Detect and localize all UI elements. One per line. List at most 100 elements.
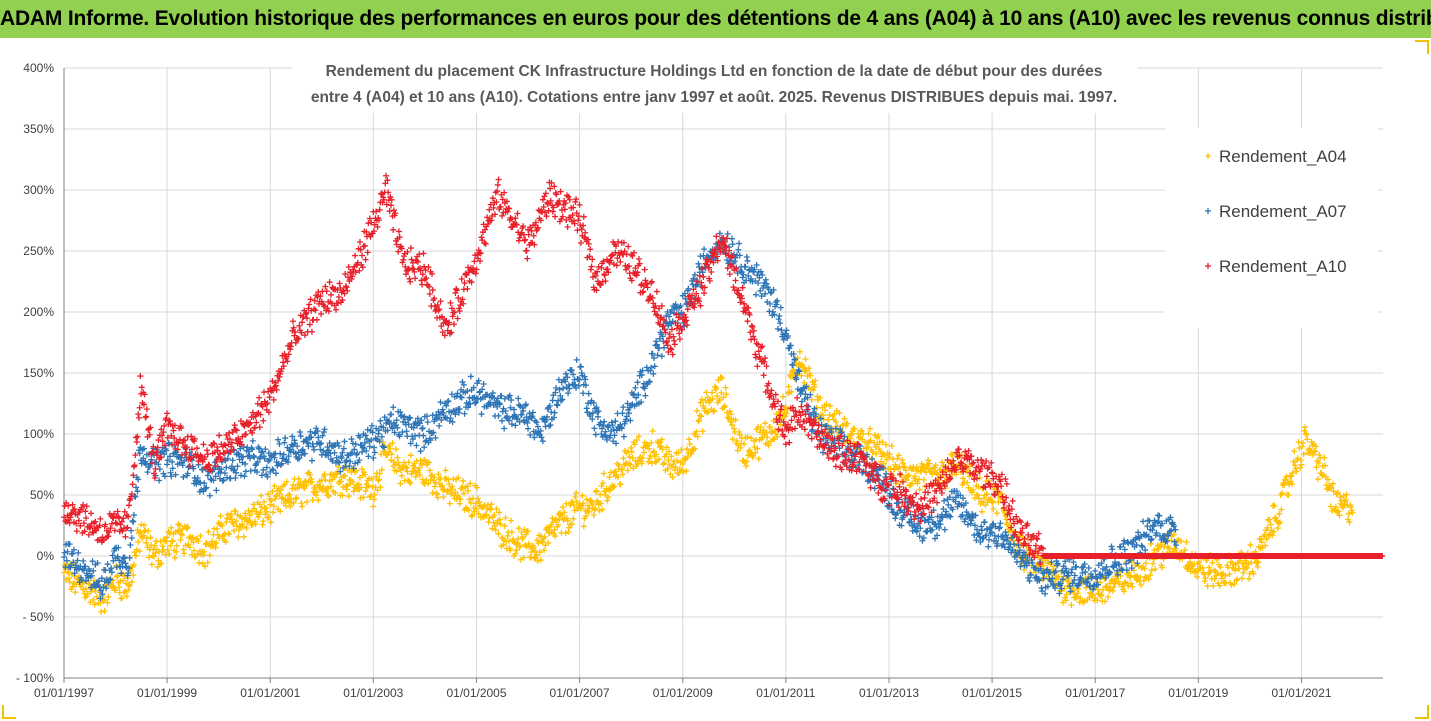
series-rendement-a04-point: [362, 488, 369, 495]
series-rendement-a04-point: [1290, 458, 1297, 465]
series-rendement-a07-point: [108, 569, 115, 576]
series-rendement-a04-point: [235, 534, 242, 541]
series-rendement-a04-point: [201, 548, 208, 555]
series-rendement-a04-point: [718, 389, 725, 396]
series-rendement-a07-point: [648, 364, 655, 371]
series-rendement-a04-point: [1276, 519, 1283, 526]
series-rendement-a10-point: [455, 294, 462, 301]
series-rendement-a07-point: [424, 419, 431, 426]
series-rendement-a07-point: [1138, 542, 1145, 549]
series-rendement-a04-point: [242, 514, 249, 521]
series-rendement-a04-point: [250, 501, 257, 508]
series-rendement-a07-point: [699, 269, 706, 276]
series-rendement-a04-point: [339, 492, 346, 499]
series-rendement-a07-point: [307, 428, 314, 435]
series-rendement-a07-point: [64, 548, 71, 555]
series-rendement-a04-point: [541, 547, 548, 554]
series-rendement-a10-point: [489, 195, 496, 202]
series-rendement-a04-point: [418, 460, 425, 467]
series-rendement-a04-point: [533, 551, 540, 558]
series-rendement-a04-point: [974, 492, 981, 499]
series-rendement-a04-point: [268, 497, 275, 504]
series-rendement-a04-point: [1316, 451, 1323, 458]
series-rendement-a10-point: [522, 236, 529, 243]
series-rendement-a10-point: [805, 432, 812, 439]
series-rendement-a07-point: [1078, 564, 1085, 571]
series-rendement-a04-point: [125, 581, 132, 588]
series-rendement-a10-point: [142, 414, 149, 421]
series-rendement-a04-point: [629, 454, 636, 461]
series-rendement-a04-point: [212, 544, 219, 551]
series-rendement-a04-point: [320, 483, 327, 490]
series-rendement-a04-point: [865, 430, 872, 437]
series-rendement-a10-point: [573, 196, 580, 203]
series-rendement-a07-point: [807, 391, 814, 398]
series-rendement-a04-point: [554, 521, 561, 528]
series-rendement-a04-point: [964, 479, 971, 486]
series-rendement-a04-point: [553, 517, 560, 524]
series-rendement-a07-point: [228, 463, 235, 470]
series-rendement-a04-point: [276, 490, 283, 497]
series-rendement-a04-point: [148, 561, 155, 568]
series-rendement-a04-point: [1255, 559, 1262, 566]
series-rendement-a04-point: [1036, 560, 1043, 567]
series-rendement-a04-point: [871, 439, 878, 446]
series-rendement-a04-point: [1062, 597, 1069, 604]
series-rendement-a04-point: [301, 479, 308, 486]
series-rendement-a07-point: [204, 472, 211, 479]
series-rendement-a10-point: [313, 316, 320, 323]
series-rendement-a04-point: [592, 505, 599, 512]
series-rendement-a07-point: [256, 445, 263, 452]
series-rendement-a04-point: [1262, 542, 1269, 549]
series-rendement-a04-point: [1292, 465, 1299, 472]
y-tick-label: 0%: [37, 549, 55, 563]
series-rendement-a04-point: [524, 528, 531, 535]
series-rendement-a07-point: [401, 413, 408, 420]
series-rendement-a04-point: [800, 364, 807, 371]
x-tick-label: 01/01/2001: [240, 686, 300, 700]
series-rendement-a07-point: [301, 450, 308, 457]
series-rendement-a07-point: [394, 424, 401, 431]
series-rendement-a10-point: [671, 341, 678, 348]
series-rendement-a10-point: [280, 359, 287, 366]
series-rendement-a04-point: [357, 495, 364, 502]
series-rendement-a04-point: [638, 460, 645, 467]
series-rendement-a04-point: [1343, 491, 1350, 498]
series-rendement-a04-point: [1196, 559, 1203, 566]
series-rendement-a04-point: [488, 501, 495, 508]
series-rendement-a07-point: [724, 230, 731, 237]
series-rendement-a07-point: [960, 495, 967, 502]
series-rendement-a04-point: [1121, 588, 1128, 595]
series-rendement-a04-point: [605, 493, 612, 500]
series-rendement-a04-point: [457, 496, 464, 503]
series-rendement-a10-point: [744, 318, 751, 325]
series-rendement-a07-point: [978, 527, 985, 534]
series-rendement-a04-point: [122, 588, 129, 595]
series-rendement-a04-point: [1216, 582, 1223, 589]
series-rendement-a04-point: [128, 578, 135, 585]
series-rendement-a04-point: [531, 548, 538, 555]
series-rendement-a10-point: [390, 207, 397, 214]
series-rendement-a07-point: [80, 558, 87, 565]
series-rendement-a07-point: [368, 437, 375, 444]
series-rendement-a04-point: [539, 538, 546, 545]
series-rendement-a04-point: [683, 467, 690, 474]
series-rendement-a04-point: [708, 389, 715, 396]
series-rendement-a10-point: [676, 336, 683, 343]
series-rendement-a04-point: [520, 554, 527, 561]
series-rendement-a04-point: [721, 404, 728, 411]
series-rendement-a10-point: [732, 277, 739, 284]
banner-title: ADAM Informe. Evolution historique des p…: [0, 0, 1431, 38]
series-rendement-a07-point: [251, 454, 258, 461]
series-rendement-a04-point: [209, 543, 216, 550]
series-rendement-a10-point: [135, 411, 142, 418]
series-rendement-a07-point: [525, 425, 532, 432]
series-rendement-a07-point: [371, 449, 378, 456]
series-rendement-a10-point: [133, 434, 140, 441]
series-rendement-a07-point: [120, 555, 127, 562]
series-rendement-a07-point: [135, 447, 142, 454]
series-rendement-a07-point: [278, 460, 285, 467]
series-rendement-a10-point: [125, 502, 132, 509]
series-rendement-a04-point: [1312, 443, 1319, 450]
series-rendement-a04-point: [743, 462, 750, 469]
